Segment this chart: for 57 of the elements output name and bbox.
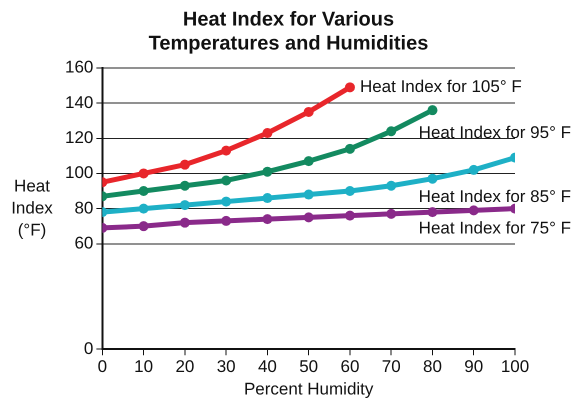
x-tick-label: 30 — [216, 357, 236, 376]
x-tick-label: 80 — [423, 357, 442, 376]
point — [344, 186, 355, 196]
y-tick-label: 60 — [74, 233, 94, 252]
series-label: Heat Index for 95° F — [418, 122, 572, 142]
point — [138, 204, 149, 214]
point — [468, 205, 479, 216]
point — [262, 193, 272, 204]
x-tick-label: 0 — [98, 357, 108, 376]
point — [138, 221, 149, 232]
point — [468, 164, 479, 175]
y-tick-label: 120 — [64, 128, 94, 147]
x-tick-label: 60 — [340, 357, 360, 376]
point — [180, 218, 190, 228]
point — [344, 82, 355, 92]
y-tick-label: 100 — [64, 163, 94, 182]
point — [180, 180, 190, 191]
x-tick-label: 20 — [175, 357, 194, 376]
point — [304, 106, 314, 117]
point — [221, 196, 232, 207]
point — [262, 214, 272, 224]
point — [221, 175, 232, 186]
point — [386, 208, 396, 219]
chart-title: Heat Index for Various Temperatures and Humidities — [148, 8, 428, 55]
point — [304, 212, 314, 222]
x-tick-label: 100 — [500, 357, 530, 376]
x-tick-label: 40 — [258, 357, 277, 376]
point — [180, 160, 190, 170]
y-tick-label: 140 — [64, 92, 94, 112]
x-tick-label: 70 — [382, 357, 401, 376]
point — [221, 146, 232, 156]
point — [221, 216, 232, 226]
point — [427, 174, 438, 184]
x-tick-label: 90 — [464, 357, 484, 376]
series-label: Heat Index for 105° F — [360, 77, 522, 96]
series-label: Heat Index for 85° F — [418, 186, 572, 206]
series-label: Heat Index for 75° F — [418, 218, 572, 238]
point — [304, 190, 314, 200]
y-axis-title: Heat Index (°F) — [11, 176, 54, 240]
point — [386, 180, 396, 191]
point — [427, 105, 438, 116]
point — [427, 207, 438, 218]
x-tick-label: 10 — [134, 357, 154, 376]
point — [180, 200, 190, 210]
point — [138, 186, 149, 196]
point — [386, 126, 396, 136]
x-tick-label: 50 — [299, 357, 318, 376]
y-tick-label: 0 — [84, 338, 94, 358]
point — [262, 166, 272, 177]
point — [344, 144, 355, 154]
point — [304, 156, 314, 166]
point — [138, 168, 149, 178]
x-axis-title: Percent Humidity — [244, 379, 374, 398]
point — [262, 128, 272, 138]
y-tick-label: 80 — [74, 198, 94, 218]
y-tick-label: 160 — [64, 58, 94, 77]
point — [344, 210, 355, 221]
